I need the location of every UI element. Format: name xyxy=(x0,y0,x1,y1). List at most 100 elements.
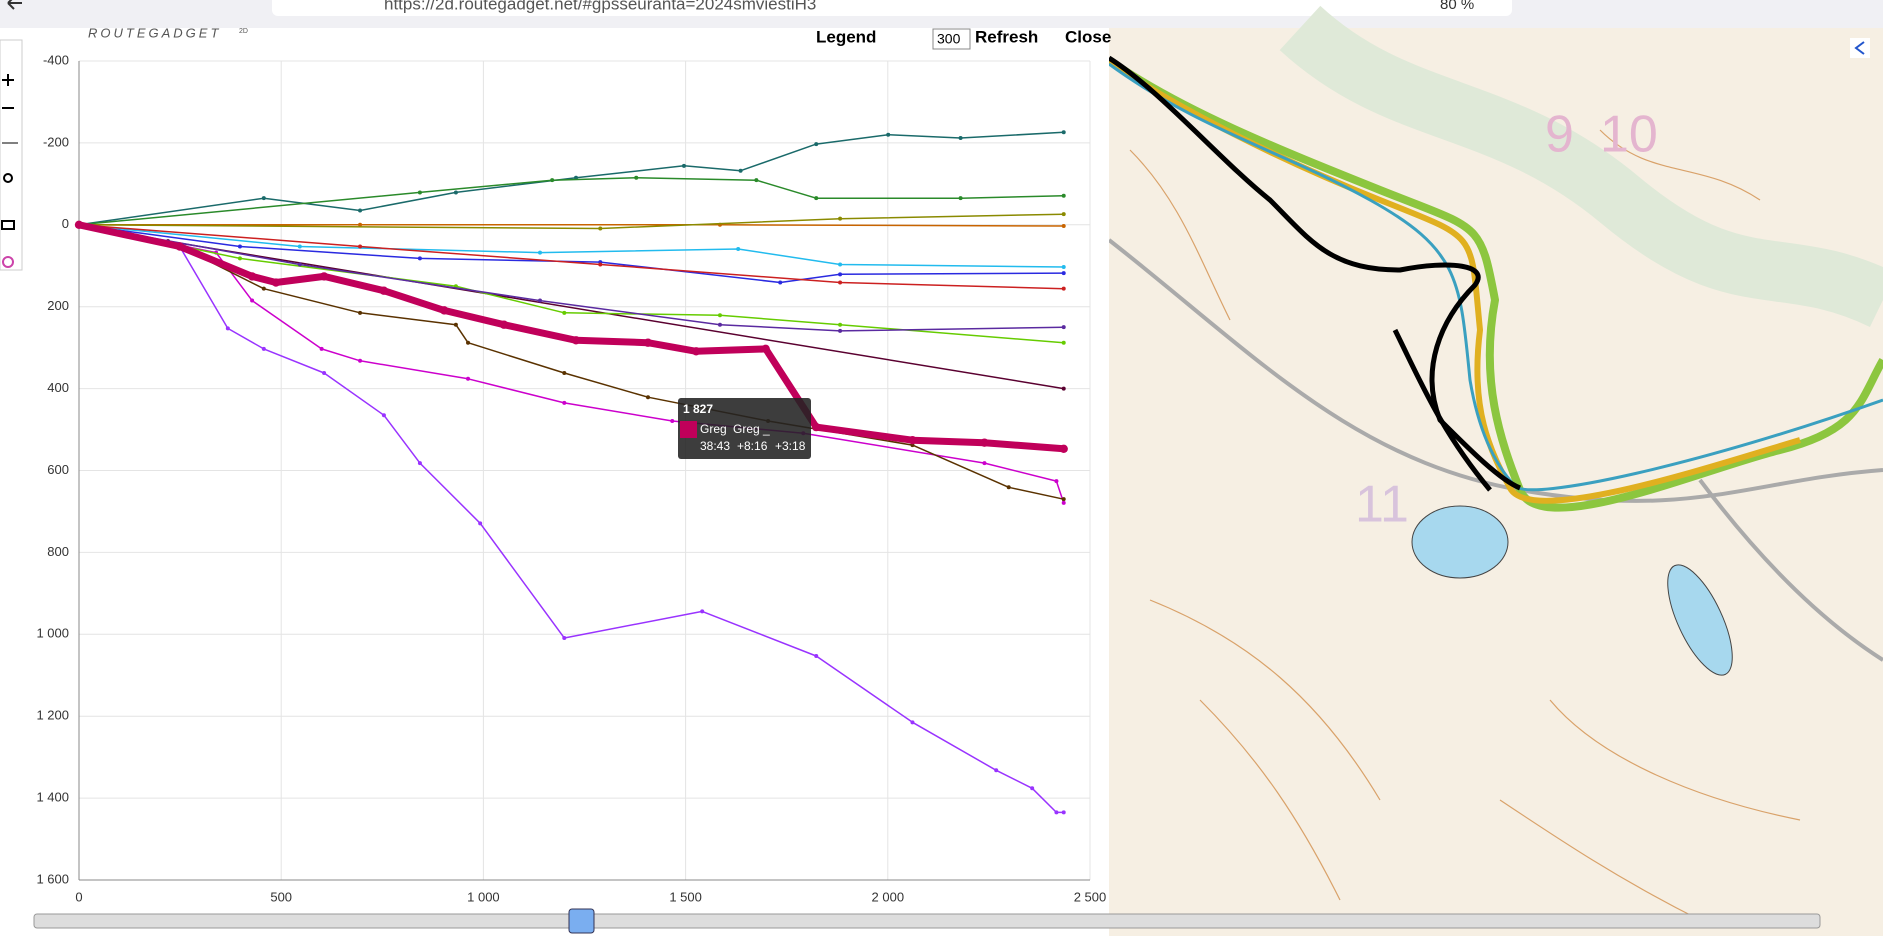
time-slider[interactable] xyxy=(33,913,1821,929)
point xyxy=(645,395,650,400)
point xyxy=(838,328,843,333)
pin[interactable] xyxy=(3,173,13,183)
map-collapse[interactable] xyxy=(1850,38,1870,58)
point xyxy=(736,246,741,251)
address-field[interactable] xyxy=(272,0,1512,16)
point xyxy=(562,310,567,315)
logo-sup: 2D xyxy=(239,28,248,35)
point xyxy=(175,242,184,251)
tooltip: 1 827 Greg Greg _ 38:43 +8:16 +3:18 xyxy=(678,398,811,459)
x-tick-label: 2 500 xyxy=(1074,889,1107,904)
point xyxy=(478,521,483,526)
point xyxy=(379,286,389,295)
slider-handle[interactable] xyxy=(568,908,595,934)
tooltip-swatch xyxy=(680,421,697,438)
contours xyxy=(1129,129,1801,921)
point xyxy=(322,371,327,376)
point xyxy=(297,262,302,267)
point xyxy=(466,340,471,345)
point xyxy=(417,190,422,195)
point xyxy=(237,244,242,249)
plot: -400 -200 0 200 400 600 800 1 000 1 200 1 400 1 60… xyxy=(36,52,1106,904)
interval-input[interactable] xyxy=(932,28,971,50)
point xyxy=(574,175,579,180)
left-toolbar xyxy=(0,39,23,271)
point xyxy=(1061,264,1066,269)
point xyxy=(319,272,329,281)
point xyxy=(358,208,363,213)
series-line xyxy=(78,213,1064,230)
point xyxy=(838,216,843,221)
point xyxy=(838,272,843,277)
point xyxy=(838,280,843,285)
tooltip-name2: Greg _ xyxy=(733,422,770,436)
point xyxy=(778,280,783,285)
y-tick-label: 1 200 xyxy=(36,708,69,723)
point xyxy=(717,322,722,327)
route-tool[interactable] xyxy=(2,256,14,268)
url[interactable]: https://2d.routegadget.net/#gpsseuranta=… xyxy=(384,0,816,13)
map-number: 10 xyxy=(1600,106,1658,164)
point xyxy=(681,163,686,168)
series-line xyxy=(78,221,1064,453)
routes xyxy=(1106,55,1883,512)
close-button[interactable]: Close xyxy=(1065,27,1111,46)
point xyxy=(499,320,509,329)
point xyxy=(1059,444,1068,453)
x-tick-label: 1 000 xyxy=(467,889,500,904)
y-tick-label: 400 xyxy=(47,380,69,395)
point xyxy=(1061,810,1066,815)
point xyxy=(271,278,281,287)
back-icon[interactable] xyxy=(7,0,22,10)
point xyxy=(562,635,567,640)
zoom-in[interactable] xyxy=(2,74,14,86)
point xyxy=(358,244,363,249)
point xyxy=(598,226,603,231)
map[interactable]: 9 10 11 xyxy=(1106,5,1883,936)
point xyxy=(538,250,543,255)
point xyxy=(237,256,242,261)
point xyxy=(1061,500,1066,505)
point xyxy=(381,413,386,418)
lake xyxy=(1667,564,1733,676)
point xyxy=(814,654,819,659)
print[interactable] xyxy=(1,220,15,230)
interval-value[interactable]: 300 xyxy=(937,31,961,47)
legend-button[interactable]: Legend xyxy=(816,27,876,46)
point xyxy=(1054,810,1059,815)
point xyxy=(319,346,324,351)
tooltip-box xyxy=(678,398,811,459)
point xyxy=(1006,485,1011,490)
open-land xyxy=(1279,5,1883,328)
point xyxy=(910,720,915,725)
point xyxy=(1061,193,1066,198)
point xyxy=(634,175,639,180)
y-tick-label: 1 000 xyxy=(36,626,69,641)
point xyxy=(261,346,266,351)
series-line xyxy=(78,176,1064,226)
point xyxy=(250,298,255,303)
point xyxy=(691,347,701,356)
point xyxy=(562,371,567,376)
series-line xyxy=(78,224,1064,268)
point xyxy=(358,310,363,315)
point xyxy=(562,400,567,405)
zoom[interactable]: 80 % xyxy=(1440,0,1474,13)
refresh-button[interactable]: Refresh xyxy=(975,27,1038,46)
tooltip-name: Greg xyxy=(700,422,727,436)
point xyxy=(1061,130,1066,135)
point xyxy=(598,262,603,267)
point xyxy=(761,344,770,354)
point xyxy=(1061,497,1066,502)
chart-panel xyxy=(0,28,1109,920)
y-tick-label: -400 xyxy=(43,52,69,67)
point xyxy=(958,196,963,201)
y-tick-label: 1 400 xyxy=(36,790,69,805)
point xyxy=(261,196,266,201)
lake xyxy=(1411,505,1509,579)
point xyxy=(1061,224,1066,229)
point xyxy=(643,338,653,347)
toolbar-bg xyxy=(0,39,23,271)
